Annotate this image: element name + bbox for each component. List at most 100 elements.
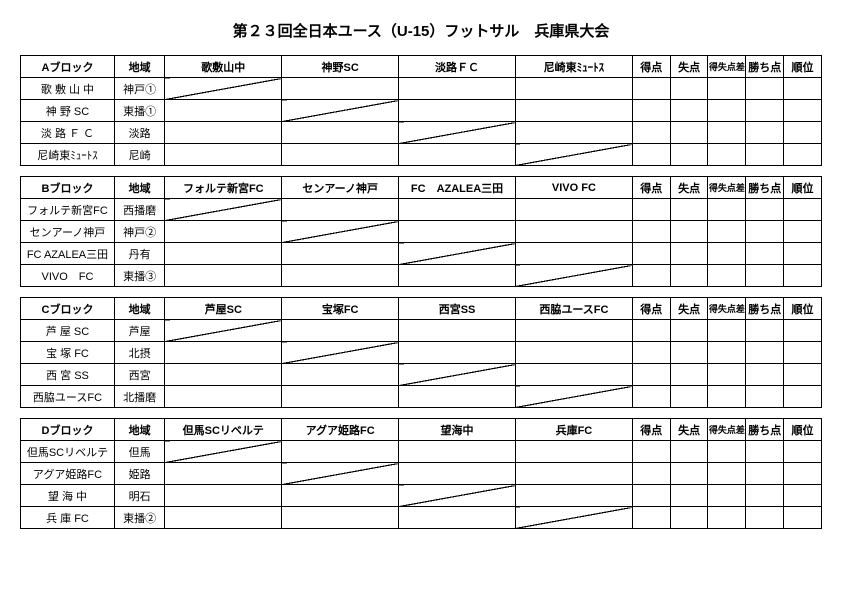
tokushitsu-cell: [708, 199, 746, 221]
table-row: 西脇ユースFC北播磨: [21, 386, 822, 408]
match-cell: [282, 386, 399, 408]
match-cell: [515, 265, 632, 287]
tokushitsu-cell: [708, 78, 746, 100]
block-table: Dブロック地域但馬SCリベルテアグア姫路FC望海中兵庫FC得点失点得失点差勝ち点…: [20, 418, 822, 529]
match-cell: [282, 243, 399, 265]
team-col-header: 淡路ＦＣ: [399, 56, 516, 78]
team-col-header: アグア姫路FC: [282, 419, 399, 441]
match-cell: [165, 122, 282, 144]
team-row-label: 尼崎東ﾐｭｰﾄｽ: [21, 144, 115, 166]
block-table: Cブロック地域芦屋SC宝塚FC西宮SS西脇ユースFC得点失点得失点差勝ち点順位芦…: [20, 297, 822, 408]
match-cell: [399, 463, 516, 485]
kachiten-cell: [746, 320, 784, 342]
tokuten-cell: [632, 78, 670, 100]
match-cell: [515, 100, 632, 122]
match-cell: [399, 507, 516, 529]
team-col-header: 兵庫FC: [515, 419, 632, 441]
tokushitsu-header: 得失点差: [708, 177, 746, 199]
table-row: 尼崎東ﾐｭｰﾄｽ尼崎: [21, 144, 822, 166]
tokuten-cell: [632, 243, 670, 265]
team-region: 東播②: [114, 507, 164, 529]
match-cell: [282, 441, 399, 463]
tokushitsu-cell: [708, 122, 746, 144]
tokuten-cell: [632, 265, 670, 287]
juni-cell: [784, 78, 822, 100]
team-row-label: 芦 屋 SC: [21, 320, 115, 342]
team-region: 東播①: [114, 100, 164, 122]
team-col-header: 但馬SCリベルテ: [165, 419, 282, 441]
tokuten-cell: [632, 221, 670, 243]
juni-cell: [784, 221, 822, 243]
table-row: 歌 敷 山 中神戸①: [21, 78, 822, 100]
table-row: FC AZALEA三田丹有: [21, 243, 822, 265]
region-header: 地域: [114, 298, 164, 320]
match-cell: [399, 485, 516, 507]
kachiten-cell: [746, 386, 784, 408]
match-cell: [515, 243, 632, 265]
team-col-header: 歌敷山中: [165, 56, 282, 78]
tokuten-cell: [632, 320, 670, 342]
match-cell: [515, 199, 632, 221]
match-cell: [165, 342, 282, 364]
team-region: 尼崎: [114, 144, 164, 166]
match-cell: [515, 221, 632, 243]
tokushitsu-header: 得失点差: [708, 56, 746, 78]
tokuten-cell: [632, 100, 670, 122]
kachiten-cell: [746, 485, 784, 507]
match-cell: [399, 78, 516, 100]
table-row: 芦 屋 SC芦屋: [21, 320, 822, 342]
team-row-label: 神 野 SC: [21, 100, 115, 122]
tokushitsu-header: 得失点差: [708, 298, 746, 320]
region-header: 地域: [114, 56, 164, 78]
match-cell: [515, 485, 632, 507]
match-cell: [399, 122, 516, 144]
juni-cell: [784, 485, 822, 507]
tokuten-cell: [632, 485, 670, 507]
team-row-label: 西脇ユースFC: [21, 386, 115, 408]
match-cell: [399, 386, 516, 408]
team-col-header: VIVO FC: [515, 177, 632, 199]
table-row: アグア姫路FC姫路: [21, 463, 822, 485]
tokuten-cell: [632, 507, 670, 529]
match-cell: [282, 463, 399, 485]
tokuten-cell: [632, 463, 670, 485]
match-cell: [515, 342, 632, 364]
team-region: 北摂: [114, 342, 164, 364]
match-cell: [165, 78, 282, 100]
match-cell: [165, 507, 282, 529]
region-header: 地域: [114, 419, 164, 441]
match-cell: [515, 144, 632, 166]
team-region: 丹有: [114, 243, 164, 265]
team-col-header: 芦屋SC: [165, 298, 282, 320]
match-cell: [515, 441, 632, 463]
match-cell: [165, 364, 282, 386]
table-row: 望 海 中明石: [21, 485, 822, 507]
team-region: 明石: [114, 485, 164, 507]
team-row-label: 西 宮 SS: [21, 364, 115, 386]
match-cell: [399, 144, 516, 166]
match-cell: [399, 243, 516, 265]
team-region: 淡路: [114, 122, 164, 144]
kachiten-header: 勝ち点: [746, 298, 784, 320]
shitten-cell: [670, 342, 708, 364]
team-row-label: 淡 路 Ｆ Ｃ: [21, 122, 115, 144]
kachiten-cell: [746, 342, 784, 364]
block-name-header: Dブロック: [21, 419, 115, 441]
team-col-header: 西脇ユースFC: [515, 298, 632, 320]
juni-cell: [784, 265, 822, 287]
shitten-cell: [670, 265, 708, 287]
match-cell: [165, 243, 282, 265]
juni-cell: [784, 342, 822, 364]
match-cell: [399, 221, 516, 243]
match-cell: [282, 199, 399, 221]
match-cell: [399, 364, 516, 386]
kachiten-cell: [746, 144, 784, 166]
match-cell: [282, 342, 399, 364]
match-cell: [282, 78, 399, 100]
tokushitsu-cell: [708, 485, 746, 507]
match-cell: [282, 485, 399, 507]
juni-cell: [784, 386, 822, 408]
team-region: 但馬: [114, 441, 164, 463]
block-table: Aブロック地域歌敷山中神野SC淡路ＦＣ尼崎東ﾐｭｰﾄｽ得点失点得失点差勝ち点順位…: [20, 55, 822, 166]
match-cell: [515, 463, 632, 485]
